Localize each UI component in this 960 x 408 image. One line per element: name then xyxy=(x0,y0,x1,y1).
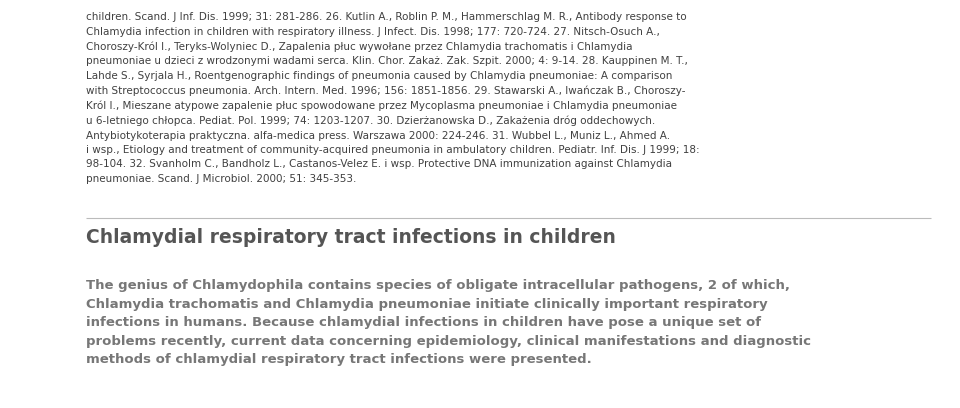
Text: children. Scand. J Inf. Dis. 1999; 31: 281-286. 26. Kutlin A., Roblin P. M., Ham: children. Scand. J Inf. Dis. 1999; 31: 2… xyxy=(86,12,700,184)
Text: Chlamydial respiratory tract infections in children: Chlamydial respiratory tract infections … xyxy=(86,228,616,248)
Text: The genius of Chlamydophila contains species of obligate intracellular pathogens: The genius of Chlamydophila contains spe… xyxy=(86,279,811,366)
